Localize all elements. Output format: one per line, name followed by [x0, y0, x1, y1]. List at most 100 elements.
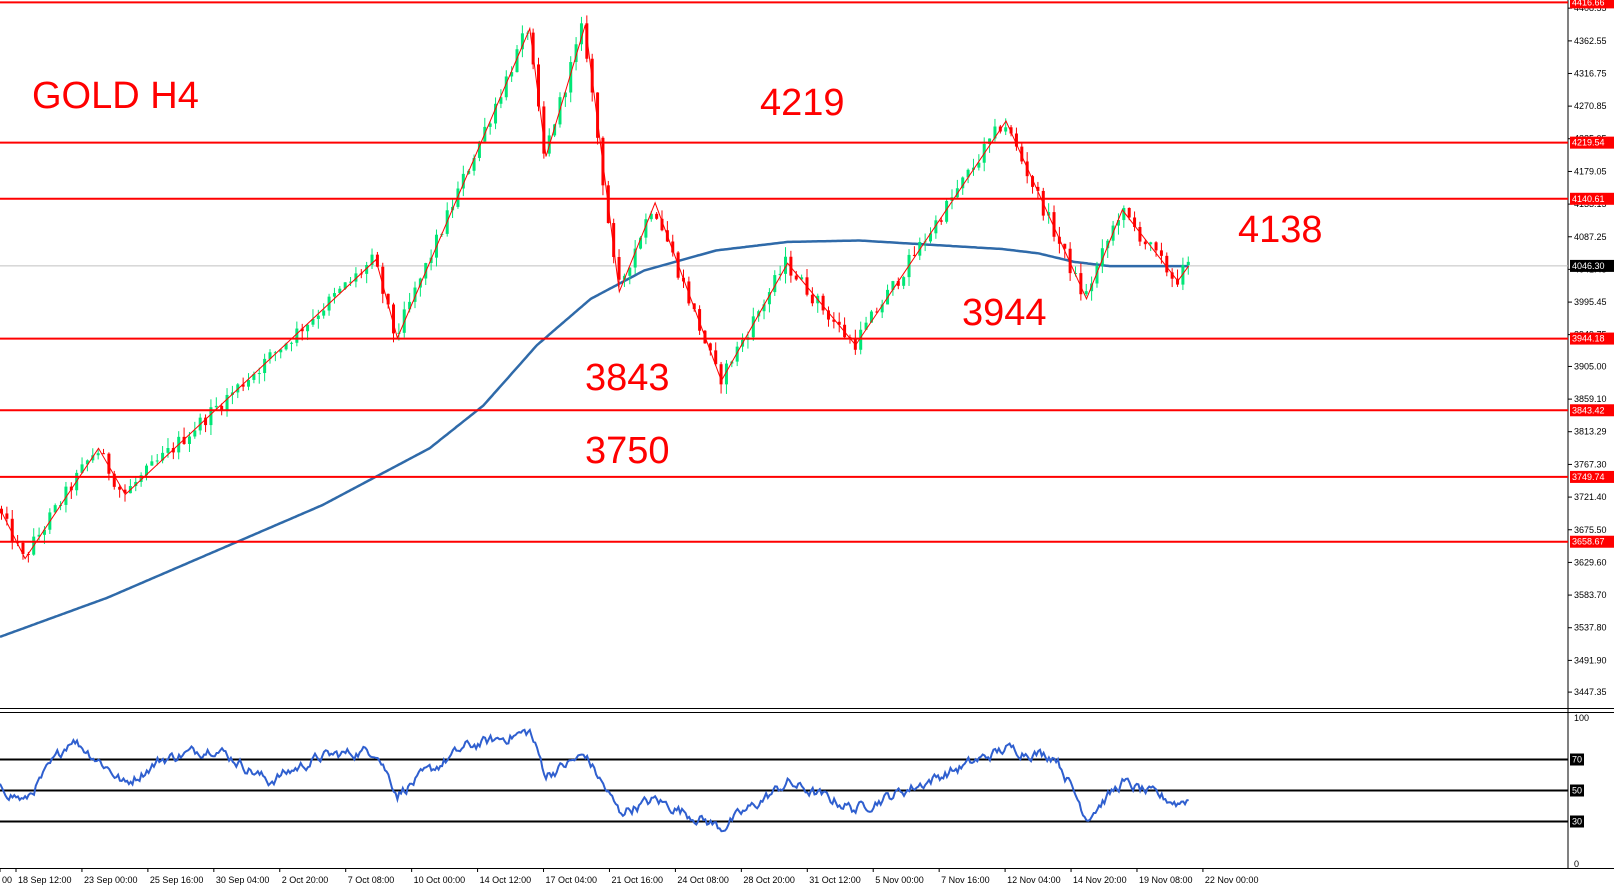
price-tick-label: 3583.70: [1574, 590, 1607, 600]
candle-down: [939, 220, 943, 222]
candle-up: [902, 277, 906, 286]
candle-up: [37, 534, 41, 537]
candle-up: [370, 254, 374, 266]
level-badge: [1570, 136, 1614, 149]
price-tick-label: 3859.10: [1574, 394, 1607, 404]
candle-down: [1154, 242, 1158, 251]
price-tick-label: 3995.45: [1574, 297, 1607, 307]
price-tick-label: 4179.05: [1574, 166, 1607, 176]
candle-up: [209, 407, 213, 426]
candle-up: [966, 169, 970, 178]
candle-down: [708, 343, 712, 351]
candle-down: [671, 241, 675, 253]
candle-up: [864, 322, 868, 330]
candle-down: [5, 513, 9, 519]
candle-up: [1116, 220, 1120, 226]
candle-down: [896, 281, 900, 286]
time-tick-label: 00: [2, 875, 12, 885]
candle-down: [220, 405, 224, 411]
candle-up: [247, 379, 251, 387]
candle-up: [1004, 127, 1008, 132]
candle-up: [1095, 265, 1099, 284]
candle-down: [837, 321, 841, 325]
candle-down: [10, 518, 14, 543]
candle-down: [171, 448, 175, 453]
rsi-line: [0, 728, 1189, 833]
candle-down: [660, 218, 664, 231]
candle-up: [510, 72, 514, 77]
candle-up: [295, 328, 299, 343]
candle-up: [800, 277, 804, 280]
price-tick-label: 3721.40: [1574, 492, 1607, 502]
candle-down: [719, 364, 723, 385]
candle-down: [542, 106, 546, 154]
time-tick-label: 2 Oct 20:00: [282, 875, 329, 885]
candle-up: [504, 76, 508, 98]
level-badge: [1570, 535, 1614, 548]
candle-up: [413, 287, 417, 302]
candle-down: [112, 473, 116, 487]
candle-up: [778, 273, 782, 276]
candle-up: [64, 486, 68, 505]
candle-down: [123, 489, 127, 494]
annotation-4219: 4219: [760, 82, 845, 124]
candle-up: [784, 256, 788, 274]
current-price-badge: [1570, 259, 1614, 272]
candle-down: [821, 295, 825, 311]
candle-up: [569, 62, 573, 93]
candle-up: [1100, 248, 1104, 266]
candle-up: [945, 200, 949, 222]
candle-down: [118, 486, 122, 490]
candle-down: [1165, 255, 1169, 273]
candle-up: [934, 220, 938, 234]
price-axis: 4408.554362.554316.754270.854225.054179.…: [1568, 0, 1614, 697]
candle-down: [1170, 272, 1174, 279]
price-tick-label: 3813.29: [1574, 427, 1607, 437]
candle-down: [381, 266, 385, 294]
rsi-tick-label: 100: [1574, 713, 1589, 723]
time-tick-label: 30 Sep 04:00: [216, 875, 270, 885]
candle-up: [252, 374, 256, 380]
candle-down: [1079, 273, 1083, 295]
candle-up: [1047, 212, 1051, 216]
candle-up: [993, 126, 997, 139]
candle-down: [21, 542, 25, 554]
time-tick-label: 17 Oct 04:00: [546, 875, 598, 885]
candle-up: [311, 319, 315, 325]
time-tick-label: 7 Oct 08:00: [348, 875, 395, 885]
candle-down: [531, 32, 535, 65]
price-tick-label: 4362.55: [1574, 36, 1607, 46]
candle-up: [515, 49, 519, 73]
rsi-level-badge: [1570, 815, 1584, 828]
time-tick-label: 21 Oct 16:00: [611, 875, 663, 885]
candle-down: [692, 303, 696, 310]
candle-up: [80, 464, 84, 473]
candle-up: [354, 273, 358, 282]
candle-up: [499, 97, 503, 104]
zigzag-line: [0, 24, 1190, 560]
candle-up: [579, 23, 583, 45]
candle-up: [53, 505, 57, 513]
moving-average-group: [0, 239, 1189, 638]
time-tick-label: 23 Sep 00:00: [84, 875, 138, 885]
candle-up: [1084, 291, 1088, 295]
candle-up: [236, 384, 240, 393]
candle-up: [332, 293, 336, 297]
rsi-tick-label: 50: [1572, 786, 1582, 796]
candle-up: [1122, 207, 1126, 221]
rsi-level-badge: [1570, 784, 1584, 797]
candle-up: [85, 460, 89, 465]
candle-down: [1068, 248, 1072, 274]
level-badge: [1570, 332, 1614, 345]
candle-down: [1127, 207, 1131, 218]
level-badge-label: 3944.18: [1572, 334, 1605, 344]
candle-up: [408, 301, 412, 310]
candle-up: [134, 481, 138, 487]
candle-down: [810, 294, 814, 304]
candle-down: [1159, 250, 1163, 256]
candle-up: [494, 103, 498, 124]
time-tick-label: 22 Nov 00:00: [1205, 875, 1259, 885]
annotation-4138: 4138: [1238, 209, 1323, 251]
moving-average-line: [0, 239, 1189, 638]
time-tick-label: 12 Nov 04:00: [1007, 875, 1061, 885]
